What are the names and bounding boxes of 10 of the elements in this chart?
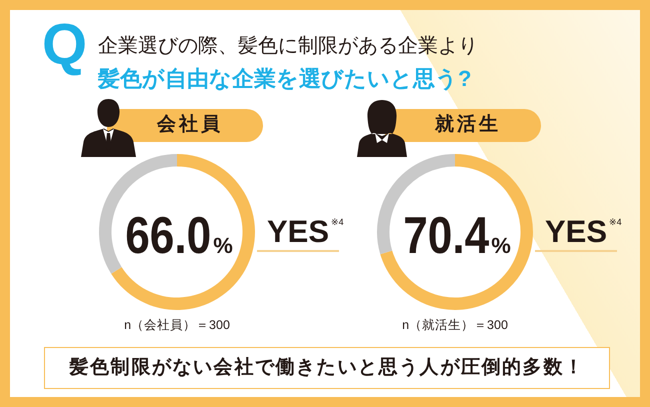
chart-title: 会社員: [156, 113, 224, 137]
data-label: 70.4%: [403, 206, 511, 265]
text: n（会社員）＝300: [123, 317, 231, 333]
data-label: 66.0%: [125, 206, 233, 265]
text: Q: [42, 12, 88, 77]
text: 髪色制限がない会社で働きたいと思う人が圧倒的多数！: [68, 356, 586, 380]
text: n（就活生）＝300: [401, 317, 509, 333]
chart-title: 就活生: [434, 113, 502, 137]
text: 企業選びの際、髪色に制限がある企業より: [98, 34, 478, 58]
text: 髪色が自由な企業を選びたいと思う?: [98, 65, 472, 93]
